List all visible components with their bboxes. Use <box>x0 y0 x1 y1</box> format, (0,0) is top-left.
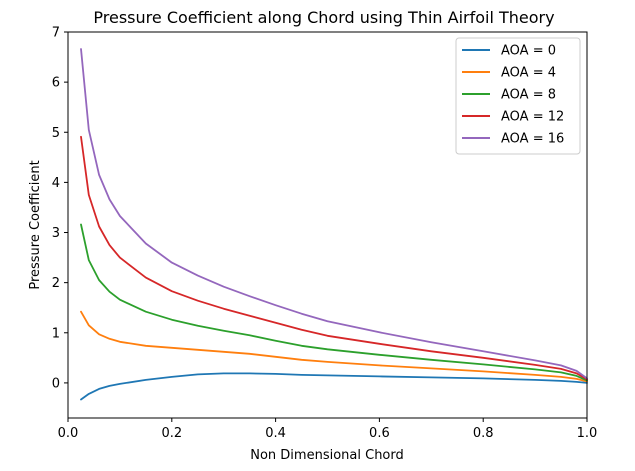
x-tick-label: 0.4 <box>265 426 286 441</box>
series-line-1 <box>80 310 588 383</box>
legend: AOA = 0 AOA = 4 AOA = 8 AOA = 12 AOA = 16 <box>455 37 581 155</box>
legend-label-2: AOA = 8 <box>501 88 556 103</box>
legend-label-1: AOA = 4 <box>501 66 556 81</box>
legend-label-4: AOA = 16 <box>501 132 564 147</box>
x-tick-label: 0.8 <box>473 426 494 441</box>
x-tick-label: 0.6 <box>369 426 390 441</box>
y-tick-label: 1 <box>52 326 60 341</box>
series-line-3 <box>80 135 588 381</box>
series-line-2 <box>80 223 588 382</box>
y-tick-label: 6 <box>52 76 60 91</box>
legend-label-0: AOA = 0 <box>501 44 556 59</box>
y-axis-label: Pressure Coefficient <box>28 160 43 289</box>
legend-label-3: AOA = 12 <box>501 110 564 125</box>
series-line-4 <box>80 48 588 380</box>
y-tick-label: 3 <box>52 226 60 241</box>
axes-frame <box>67 31 588 419</box>
y-tick-label: 0 <box>52 376 60 391</box>
y-tick-label: 2 <box>52 276 60 291</box>
x-tick-label: 0.0 <box>58 426 79 441</box>
y-tick-label: 5 <box>52 126 60 141</box>
x-axis-label: Non Dimensional Chord <box>250 448 404 463</box>
x-tick-label: 1.0 <box>577 426 598 441</box>
y-tick-label: 4 <box>52 176 60 191</box>
series-line-0 <box>80 372 588 401</box>
x-tick-label: 0.2 <box>161 426 182 441</box>
y-tick-label: 7 <box>52 26 60 41</box>
plot-area: 0.0 0.2 0.4 0.6 0.8 1.0 0 1 2 3 4 5 6 7 <box>52 26 598 442</box>
legend-box <box>455 37 581 155</box>
chart-title: Pressure Coefficient along Chord using T… <box>93 8 554 27</box>
